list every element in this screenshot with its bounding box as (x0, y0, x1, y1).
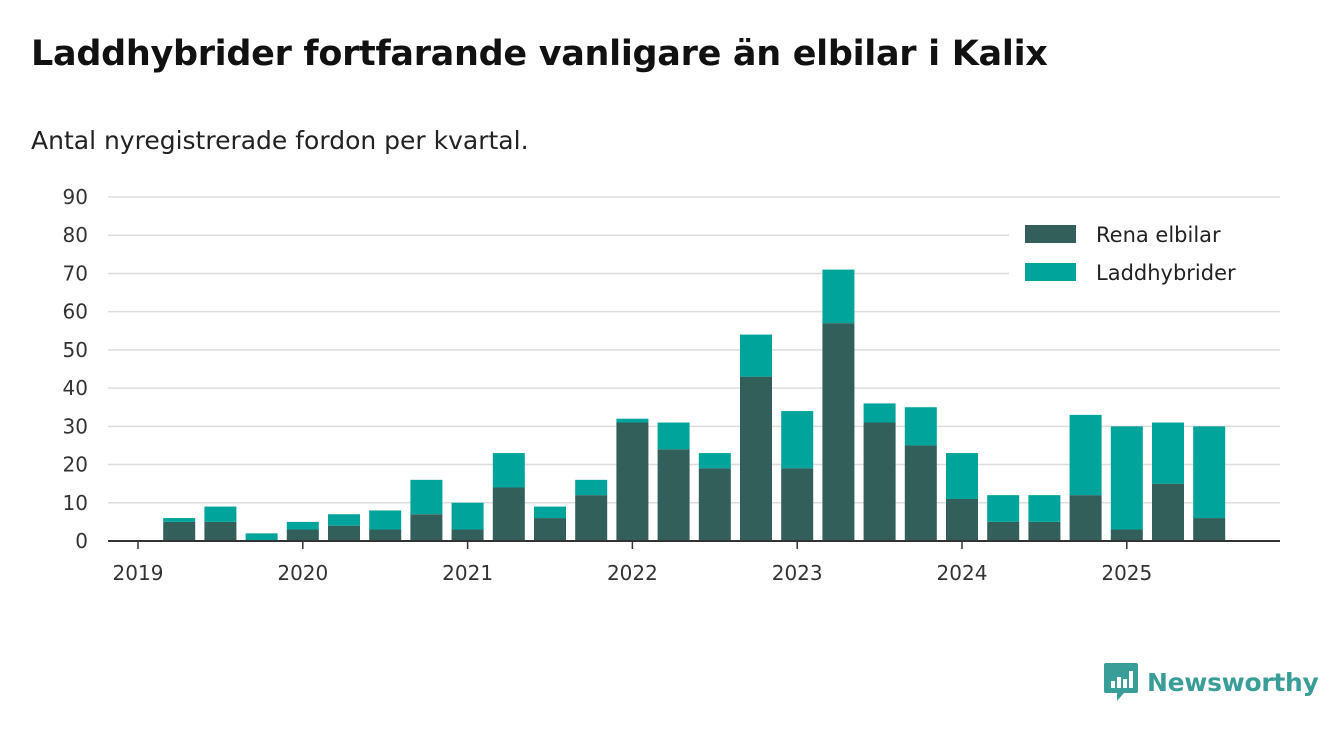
bar-rena-elbilar (822, 323, 855, 541)
bar-rena-elbilar (1193, 518, 1226, 541)
y-tick-label: 40 (63, 376, 88, 400)
bar-laddhybrider (328, 514, 360, 526)
bar-rena-elbilar (328, 525, 360, 541)
bar-laddhybrider (616, 418, 649, 423)
bar-laddhybrider (1028, 495, 1061, 522)
x-tick-label: 2023 (772, 561, 823, 585)
bar-rena-elbilar (1028, 521, 1061, 541)
bars (108, 269, 1280, 542)
bar-laddhybrider (822, 269, 855, 324)
y-tick-label: 50 (63, 338, 88, 362)
bar-rena-elbilar (492, 487, 525, 541)
bar-laddhybrider (534, 506, 566, 519)
x-axis-ticks: 2019 2020 2021 2022 2023 2024 2025 (113, 541, 1152, 585)
legend: Rena elbilar Laddhybrider (1009, 213, 1281, 296)
bar-laddhybrider (946, 453, 978, 499)
x-tick-label: 2025 (1101, 561, 1152, 585)
newsworthy-logo-icon (1104, 663, 1138, 701)
bar-rena-elbilar (863, 422, 896, 541)
brand-name: Newsworthy (1147, 667, 1319, 697)
bar-rena-elbilar (204, 521, 237, 541)
y-tick-label: 0 (75, 529, 88, 553)
bar-laddhybrider (1069, 414, 1102, 496)
bar-laddhybrider (451, 502, 484, 530)
x-tick-label: 2024 (937, 561, 988, 585)
bar-laddhybrider (863, 403, 896, 423)
bar-rena-elbilar (1110, 529, 1143, 541)
newsworthy-brand: Newsworthy (1103, 660, 1319, 704)
x-tick-label: 2020 (277, 561, 328, 585)
bar-laddhybrider (781, 411, 814, 469)
bar-rena-elbilar (781, 468, 814, 541)
bar-laddhybrider (410, 479, 443, 515)
bar-laddhybrider (492, 453, 525, 488)
legend-label-laddhybrider: Laddhybrider (1096, 261, 1236, 285)
bar-laddhybrider (987, 495, 1020, 522)
bar-rena-elbilar (740, 376, 772, 541)
x-tick-label: 2019 (113, 561, 164, 585)
bar-rena-elbilar (946, 498, 978, 541)
chart-subtitle: Antal nyregistrerade fordon per kvartal. (31, 126, 529, 155)
bar-laddhybrider (1152, 422, 1184, 484)
y-tick-label: 30 (63, 414, 88, 438)
bar-laddhybrider (698, 453, 731, 469)
y-tick-label: 20 (63, 453, 88, 477)
bar-rena-elbilar (616, 422, 649, 541)
legend-swatch-rena-elbilar (1025, 225, 1076, 243)
bar-rena-elbilar (657, 449, 690, 541)
bar-laddhybrider (245, 533, 278, 541)
bar-laddhybrider (204, 506, 237, 522)
bar-laddhybrider (575, 479, 608, 496)
bar-laddhybrider (163, 518, 196, 522)
y-tick-label: 90 (63, 185, 88, 209)
y-tick-label: 70 (63, 261, 88, 285)
y-tick-label: 10 (63, 491, 88, 515)
bar-rena-elbilar (286, 529, 319, 541)
x-tick-label: 2022 (607, 561, 658, 585)
y-tick-label: 60 (63, 300, 88, 324)
bar-rena-elbilar (904, 445, 937, 541)
legend-label-rena-elbilar: Rena elbilar (1096, 223, 1221, 247)
bar-rena-elbilar (987, 521, 1020, 541)
bar-laddhybrider (369, 510, 402, 530)
chart-title: Laddhybrider fortfarande vanligare än el… (31, 34, 1048, 74)
bar-laddhybrider (1193, 426, 1226, 519)
bar-rena-elbilar (163, 521, 196, 541)
legend-swatch-laddhybrider (1025, 263, 1076, 281)
bar-laddhybrider (657, 422, 690, 450)
bar-laddhybrider (286, 521, 319, 530)
bar-rena-elbilar (698, 468, 731, 541)
x-tick-label: 2021 (442, 561, 493, 585)
bar-rena-elbilar (410, 514, 443, 541)
bar-rena-elbilar (575, 495, 608, 541)
bar-rena-elbilar (1152, 483, 1184, 541)
y-axis-ticks: 0 10 20 30 40 50 60 70 80 90 (63, 185, 88, 553)
bar-rena-elbilar (1069, 495, 1102, 541)
bar-laddhybrider (904, 407, 937, 446)
bar-laddhybrider (1110, 426, 1143, 530)
bar-laddhybrider (740, 334, 772, 377)
bar-rena-elbilar (534, 518, 566, 541)
y-tick-label: 80 (63, 223, 88, 247)
bar-rena-elbilar (369, 529, 402, 541)
bar-rena-elbilar (451, 529, 484, 541)
